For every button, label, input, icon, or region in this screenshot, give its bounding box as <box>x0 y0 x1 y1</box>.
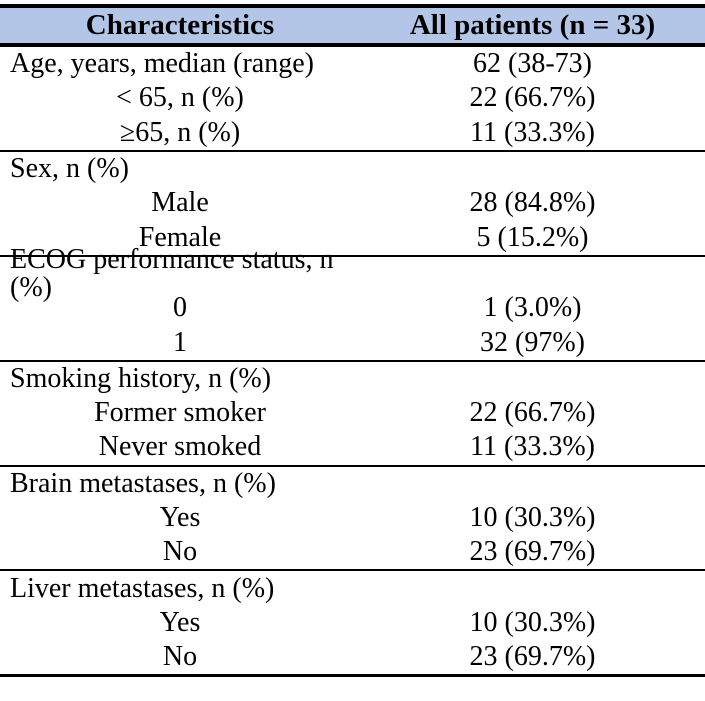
row-sex-female: Female 5 (15.2%) <box>0 220 705 257</box>
row-age-under65: < 65, n (%) 22 (66.7%) <box>0 81 705 115</box>
row-ecog-0: 0 1 (3.0%) <box>0 291 705 325</box>
row-value: 22 (66.7%) <box>469 397 596 429</box>
row-label: No <box>162 641 198 673</box>
row-label: 0 <box>173 292 187 324</box>
row-label: Smoking history, n (%) <box>10 362 272 394</box>
row-value: 23 (69.7%) <box>469 536 596 568</box>
row-label: No <box>162 536 198 568</box>
row-label: Yes <box>159 606 201 638</box>
row-value: 1 (3.0%) <box>483 292 582 324</box>
row-label: Never smoked <box>98 431 262 463</box>
row-smoking-never: Never smoked 11 (33.3%) <box>0 430 705 467</box>
row-label: Brain metastases, n (%) <box>10 467 276 499</box>
row-label: Age, years, median (range) <box>10 48 314 80</box>
row-liver-yes: Yes 10 (30.3%) <box>0 606 705 640</box>
row-label: ≥65, n (%) <box>119 116 241 148</box>
row-age-over65: ≥65, n (%) 11 (33.3%) <box>0 116 705 152</box>
row-value: 28 (84.8%) <box>469 187 596 219</box>
row-label: Sex, n (%) <box>10 153 129 185</box>
row-label: Male <box>151 187 209 219</box>
row-label: ECOG performance status, n (%) <box>10 243 334 303</box>
row-ecog-section: ECOG performance status, n (%) <box>0 245 705 301</box>
row-value: 11 (33.3%) <box>470 431 595 463</box>
table-header-row: Characteristics All patients (n = 33) <box>0 8 705 47</box>
row-sex-section: Sex, n (%) <box>0 152 705 186</box>
row-value: 62 (38-73) <box>473 48 592 80</box>
header-characteristics: Characteristics <box>85 9 275 41</box>
row-age-median: Age, years, median (range) 62 (38-73) <box>0 47 705 81</box>
row-smoking-section: Smoking history, n (%) <box>0 362 705 396</box>
row-label: 1 <box>173 326 187 358</box>
header-all-patients: All patients (n = 33) <box>409 9 656 41</box>
row-label: Former smoker <box>94 397 266 429</box>
patient-characteristics-table: Characteristics All patients (n = 33) Ag… <box>0 4 705 678</box>
row-value: 32 (97%) <box>480 326 585 358</box>
row-label: Female <box>138 221 222 253</box>
row-brain-yes: Yes 10 (30.3%) <box>0 501 705 535</box>
row-value: 5 (15.2%) <box>476 221 589 253</box>
row-ecog-1: 1 32 (97%) <box>0 325 705 362</box>
row-value: 22 (66.7%) <box>469 82 596 114</box>
row-brain-no: No 23 (69.7%) <box>0 535 705 572</box>
row-sex-male: Male 28 (84.8%) <box>0 186 705 220</box>
row-liver-no: No 23 (69.7%) <box>0 640 705 674</box>
row-brain-section: Brain metastases, n (%) <box>0 467 705 501</box>
row-liver-section: Liver metastases, n (%) <box>0 571 705 605</box>
row-value: 23 (69.7%) <box>469 641 596 673</box>
row-smoking-former: Former smoker 22 (66.7%) <box>0 396 705 430</box>
row-label: Liver metastases, n (%) <box>10 572 275 604</box>
row-label: Yes <box>159 502 201 533</box>
row-value: 10 (30.3%) <box>469 502 596 533</box>
row-value: 11 (33.3%) <box>470 116 595 148</box>
row-value: 10 (30.3%) <box>469 606 596 638</box>
row-label: < 65, n (%) <box>116 82 244 114</box>
